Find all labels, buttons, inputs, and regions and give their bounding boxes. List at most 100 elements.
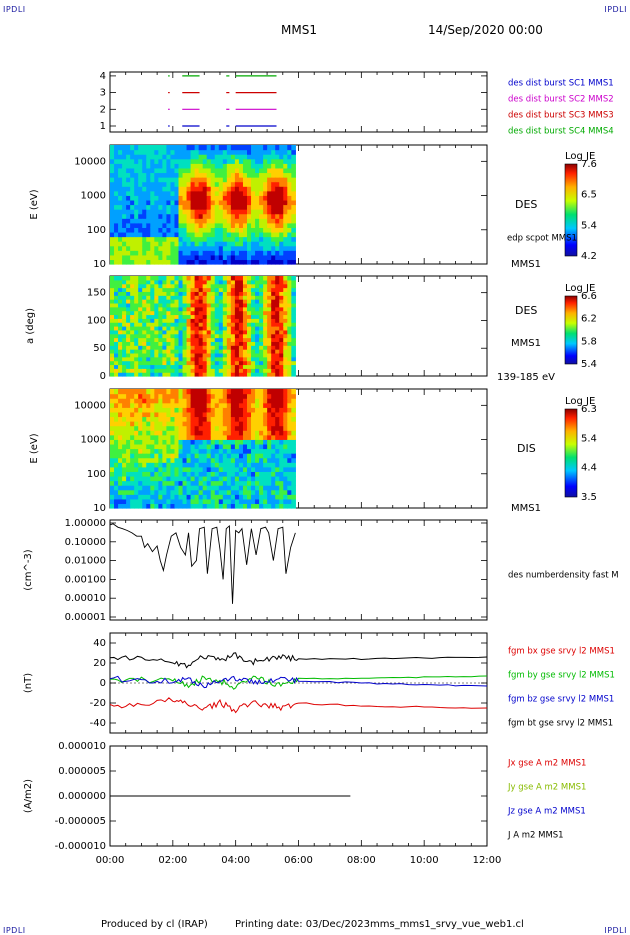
dis-energy-cell [251,480,256,486]
dis-energy-cell [206,489,212,495]
dis-energy-cell [182,498,188,505]
des-energy-cell [238,199,244,206]
dis-energy-cell [287,398,292,404]
des-energy-cell [122,222,127,228]
des-energy-cell [174,245,180,251]
des-pitch-cell [118,306,123,312]
des-pitch-cell [178,291,184,296]
des-pitch-cell [198,291,204,296]
dis-energy-cell [267,430,272,436]
des-pitch-cell [150,302,155,308]
des-pitch-cell [279,299,284,304]
dis-energy-cell [255,475,260,482]
dis-energy-cell [190,462,196,468]
dis-energy-cell [134,393,139,399]
des-pitch-cell [186,368,192,373]
dis-energy-cell [154,494,159,500]
des-pitch-cell [255,302,260,308]
des-pitch-cell [226,352,232,358]
bfield-legend-2: fgm by gse srvy l2 MMS1 [508,671,615,681]
des-energy-cell [134,154,139,160]
des-energy-cell [263,218,268,224]
des-pitch-cell [154,291,159,296]
des-energy-cell [218,186,224,192]
des-pitch-cell [138,283,143,289]
des-energy-cell [130,181,135,187]
des-pitch-cell [206,337,212,342]
dis-energy-cell [114,494,119,500]
des-pitch-cell [182,352,188,358]
des-energy-cell [263,149,268,155]
des-energy-cell [226,181,232,187]
bfield-legend-1: fgm bx gse srvy l2 MMS1 [508,647,615,657]
des-energy-cell [255,172,260,178]
dis-energy-cell [122,425,127,431]
des-pitch-cell [126,345,131,350]
des-pitch-cell [247,310,252,316]
dis-energy-cell [146,421,151,427]
des-energy-cell [238,204,244,210]
dis-energy-cell [138,439,143,445]
des-pitch-cell [114,295,119,300]
des-energy-cell [146,213,151,219]
dis-energy-cell [138,475,143,482]
des-energy-cell [214,199,220,206]
des-pitch-cell [283,314,288,319]
des-pitch-cell [190,314,196,319]
des-pitch-cell [210,326,216,331]
dis-energy-cell [242,471,248,477]
des-pitch-cell [275,291,280,296]
dis-energy-cell [146,389,151,395]
des-energy-cell [247,222,252,228]
des-pitch-cell [138,306,143,312]
des-energy-cell [190,177,196,183]
des-pitch-cell [251,279,256,285]
dis-energy-cell [122,475,127,482]
des-energy-cell [134,172,139,178]
des-pitch-cell [146,299,151,304]
des-energy-cell [118,195,123,201]
des-energy-cell [230,218,236,224]
des-energy-cell [291,227,296,233]
dis-energy-cell [146,457,151,463]
des-energy-cell [238,181,244,187]
dis-energy-cell [118,402,123,408]
des-energy-cell [178,186,184,192]
dis-energy-cell [162,498,168,505]
des-pitch-cell [255,333,260,339]
dis-energy-cell [114,457,119,463]
des-pitch-cell [259,326,264,331]
des-pitch-cell [130,276,135,281]
des-pitch-cell [118,329,123,335]
des-energy-cell [114,195,119,201]
des-pitch-cell [226,291,232,296]
dis-energy-cell [238,462,244,468]
dis-energy-cell [198,453,204,459]
dis-energy-cell [247,503,252,509]
des-energy-cell [287,204,292,210]
des-energy-cell [158,163,163,169]
des-pitch-cell [263,368,268,373]
des-pitch-cell [154,302,159,308]
des-energy-cell [218,177,224,183]
dis-energy-cell [226,480,232,486]
des-pitch-cell [210,276,216,281]
des-energy-cell [238,245,244,251]
des-energy-cell [166,158,172,164]
dis-energy-cell [174,393,180,399]
des-pitch-cell [158,326,163,331]
dis-energy-cell [247,434,252,440]
des-pitch-cell [150,364,155,369]
des-energy-cell [114,245,119,251]
dis-energy-cell [158,475,163,482]
dis-energy-cell [146,485,151,491]
dis-energy-cell [150,462,155,468]
dis-energy-cell [279,471,284,477]
dis-energy-cell [182,448,188,454]
des-energy-cell [222,163,228,169]
des-pitch-cell [146,287,151,292]
dis-energy-cell [234,453,240,459]
des-pitch-cell [126,368,131,373]
des-pitch-cell [182,291,188,296]
des-energy-cell [150,195,155,201]
